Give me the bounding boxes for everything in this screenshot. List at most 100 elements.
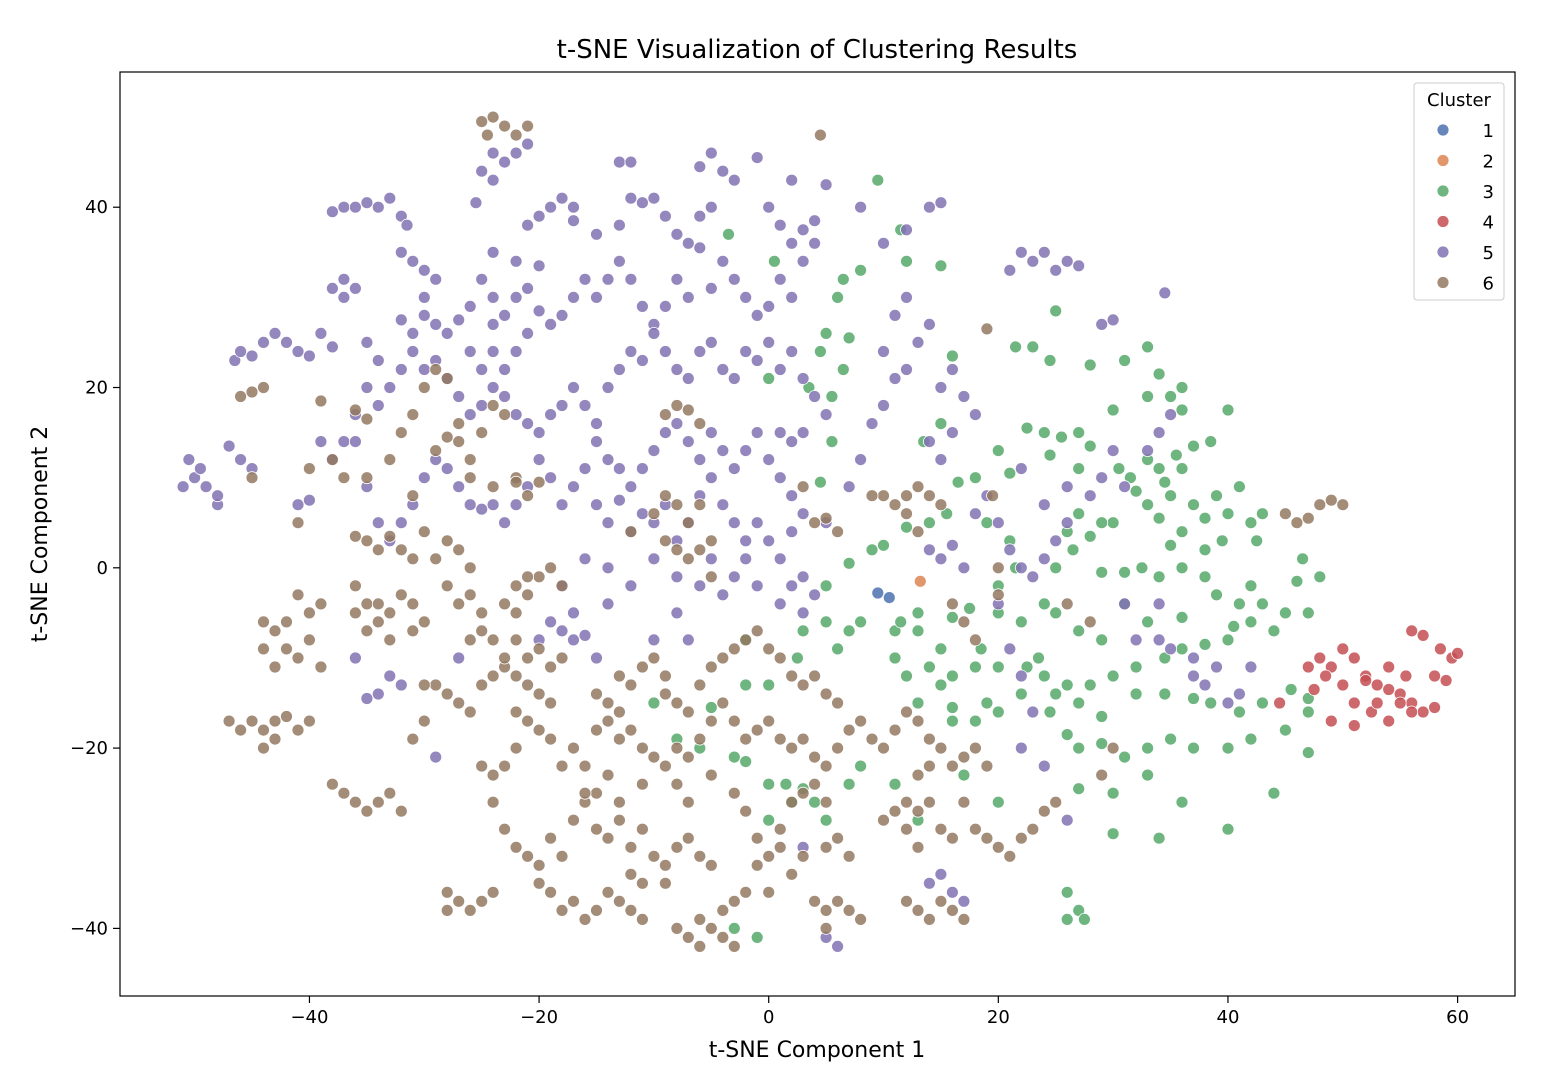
point-cluster-3	[1049, 561, 1063, 575]
point-cluster-6	[567, 813, 580, 827]
point-cluster-5	[1049, 263, 1063, 277]
point-cluster-6	[831, 894, 844, 908]
point-cluster-5	[693, 209, 707, 223]
point-cluster-5	[670, 272, 684, 286]
point-cluster-5	[1060, 516, 1074, 530]
point-cluster-5	[532, 304, 546, 318]
point-cluster-6	[486, 669, 500, 683]
point-cluster-3	[1072, 741, 1086, 755]
point-cluster-5	[796, 426, 810, 440]
point-cluster-6	[486, 633, 500, 647]
point-cluster-3	[1072, 904, 1086, 917]
point-cluster-6	[647, 750, 661, 764]
point-cluster-5	[498, 516, 512, 530]
point-cluster-5	[521, 218, 534, 232]
point-cluster-3	[1032, 651, 1045, 665]
point-cluster-4	[1359, 674, 1373, 687]
point-cluster-3	[1301, 692, 1315, 705]
point-cluster-6	[475, 624, 489, 638]
point-cluster-5	[509, 290, 523, 304]
point-cluster-3	[1135, 561, 1149, 575]
point-cluster-6	[498, 822, 512, 836]
point-cluster-6	[348, 606, 362, 620]
point-cluster-6	[716, 696, 730, 710]
point-cluster-6	[440, 885, 454, 899]
point-cluster-5	[211, 489, 225, 503]
point-cluster-3	[1020, 660, 1034, 674]
point-cluster-5	[314, 326, 328, 340]
point-cluster-6	[532, 570, 546, 584]
point-cluster-6	[452, 597, 466, 611]
point-cluster-6	[348, 795, 362, 809]
point-cluster-6	[521, 714, 534, 728]
point-cluster-5	[670, 363, 684, 376]
point-cluster-3	[980, 516, 994, 530]
point-cluster-4	[1416, 705, 1430, 719]
point-cluster-3	[1072, 507, 1086, 521]
point-cluster-5	[1026, 254, 1040, 268]
point-cluster-5	[762, 200, 776, 214]
point-cluster-5	[406, 326, 420, 340]
point-cluster-6	[750, 723, 764, 737]
points-layer	[176, 110, 1464, 953]
point-cluster-5	[475, 399, 489, 412]
point-cluster-3	[1175, 611, 1189, 624]
point-cluster-3	[1152, 570, 1166, 584]
point-cluster-3	[1169, 448, 1183, 462]
point-cluster-3	[762, 678, 776, 692]
point-cluster-5	[475, 272, 489, 286]
point-cluster-3	[1175, 795, 1189, 809]
point-cluster-6	[808, 894, 821, 908]
point-cluster-3	[1198, 543, 1212, 557]
point-cluster-6	[440, 534, 454, 548]
point-cluster-6	[980, 322, 994, 336]
point-cluster-6	[475, 759, 489, 773]
point-cluster-6	[704, 570, 718, 584]
legend-marker-2	[1436, 154, 1450, 167]
point-cluster-6	[429, 678, 443, 692]
point-cluster-6	[417, 525, 431, 539]
point-cluster-6	[980, 831, 994, 845]
point-cluster-4	[1428, 701, 1441, 714]
point-cluster-5	[234, 345, 248, 358]
point-cluster-5	[785, 489, 799, 503]
point-cluster-3	[1227, 620, 1241, 633]
point-cluster-5	[1003, 263, 1017, 277]
point-cluster-3	[894, 615, 908, 629]
point-cluster-6	[532, 475, 546, 489]
point-cluster-3	[842, 777, 856, 791]
point-cluster-3	[888, 777, 902, 791]
point-cluster-3	[647, 696, 661, 710]
point-cluster-6	[486, 768, 500, 782]
point-cluster-6	[452, 417, 466, 431]
point-cluster-5	[567, 214, 580, 228]
point-cluster-5	[383, 669, 397, 683]
point-cluster-5	[567, 381, 580, 394]
point-cluster-6	[1313, 498, 1327, 512]
point-cluster-5	[486, 317, 500, 331]
point-cluster-3	[991, 660, 1005, 674]
point-cluster-6	[716, 904, 730, 917]
point-cluster-6	[302, 462, 316, 476]
point-cluster-3	[974, 642, 988, 656]
point-cluster-5	[842, 480, 856, 494]
point-cluster-5	[659, 299, 672, 313]
point-cluster-3	[1055, 430, 1068, 444]
point-cluster-6	[647, 507, 661, 521]
point-cluster-3	[1301, 746, 1315, 759]
point-cluster-6	[544, 732, 557, 746]
chart-title: t-SNE Visualization of Clustering Result…	[557, 35, 1078, 65]
point-cluster-5	[624, 579, 638, 593]
point-cluster-5	[394, 516, 408, 530]
point-cluster-3	[704, 701, 718, 714]
point-cluster-5	[578, 272, 592, 286]
y-tick-label: 20	[85, 378, 108, 399]
point-cluster-5	[934, 453, 948, 467]
point-cluster-5	[739, 290, 753, 304]
point-cluster-5	[469, 196, 483, 210]
point-cluster-5	[785, 290, 799, 304]
point-cluster-6	[360, 412, 374, 426]
point-cluster-6	[509, 705, 523, 719]
point-cluster-6	[302, 714, 316, 728]
point-cluster-6	[693, 732, 707, 746]
